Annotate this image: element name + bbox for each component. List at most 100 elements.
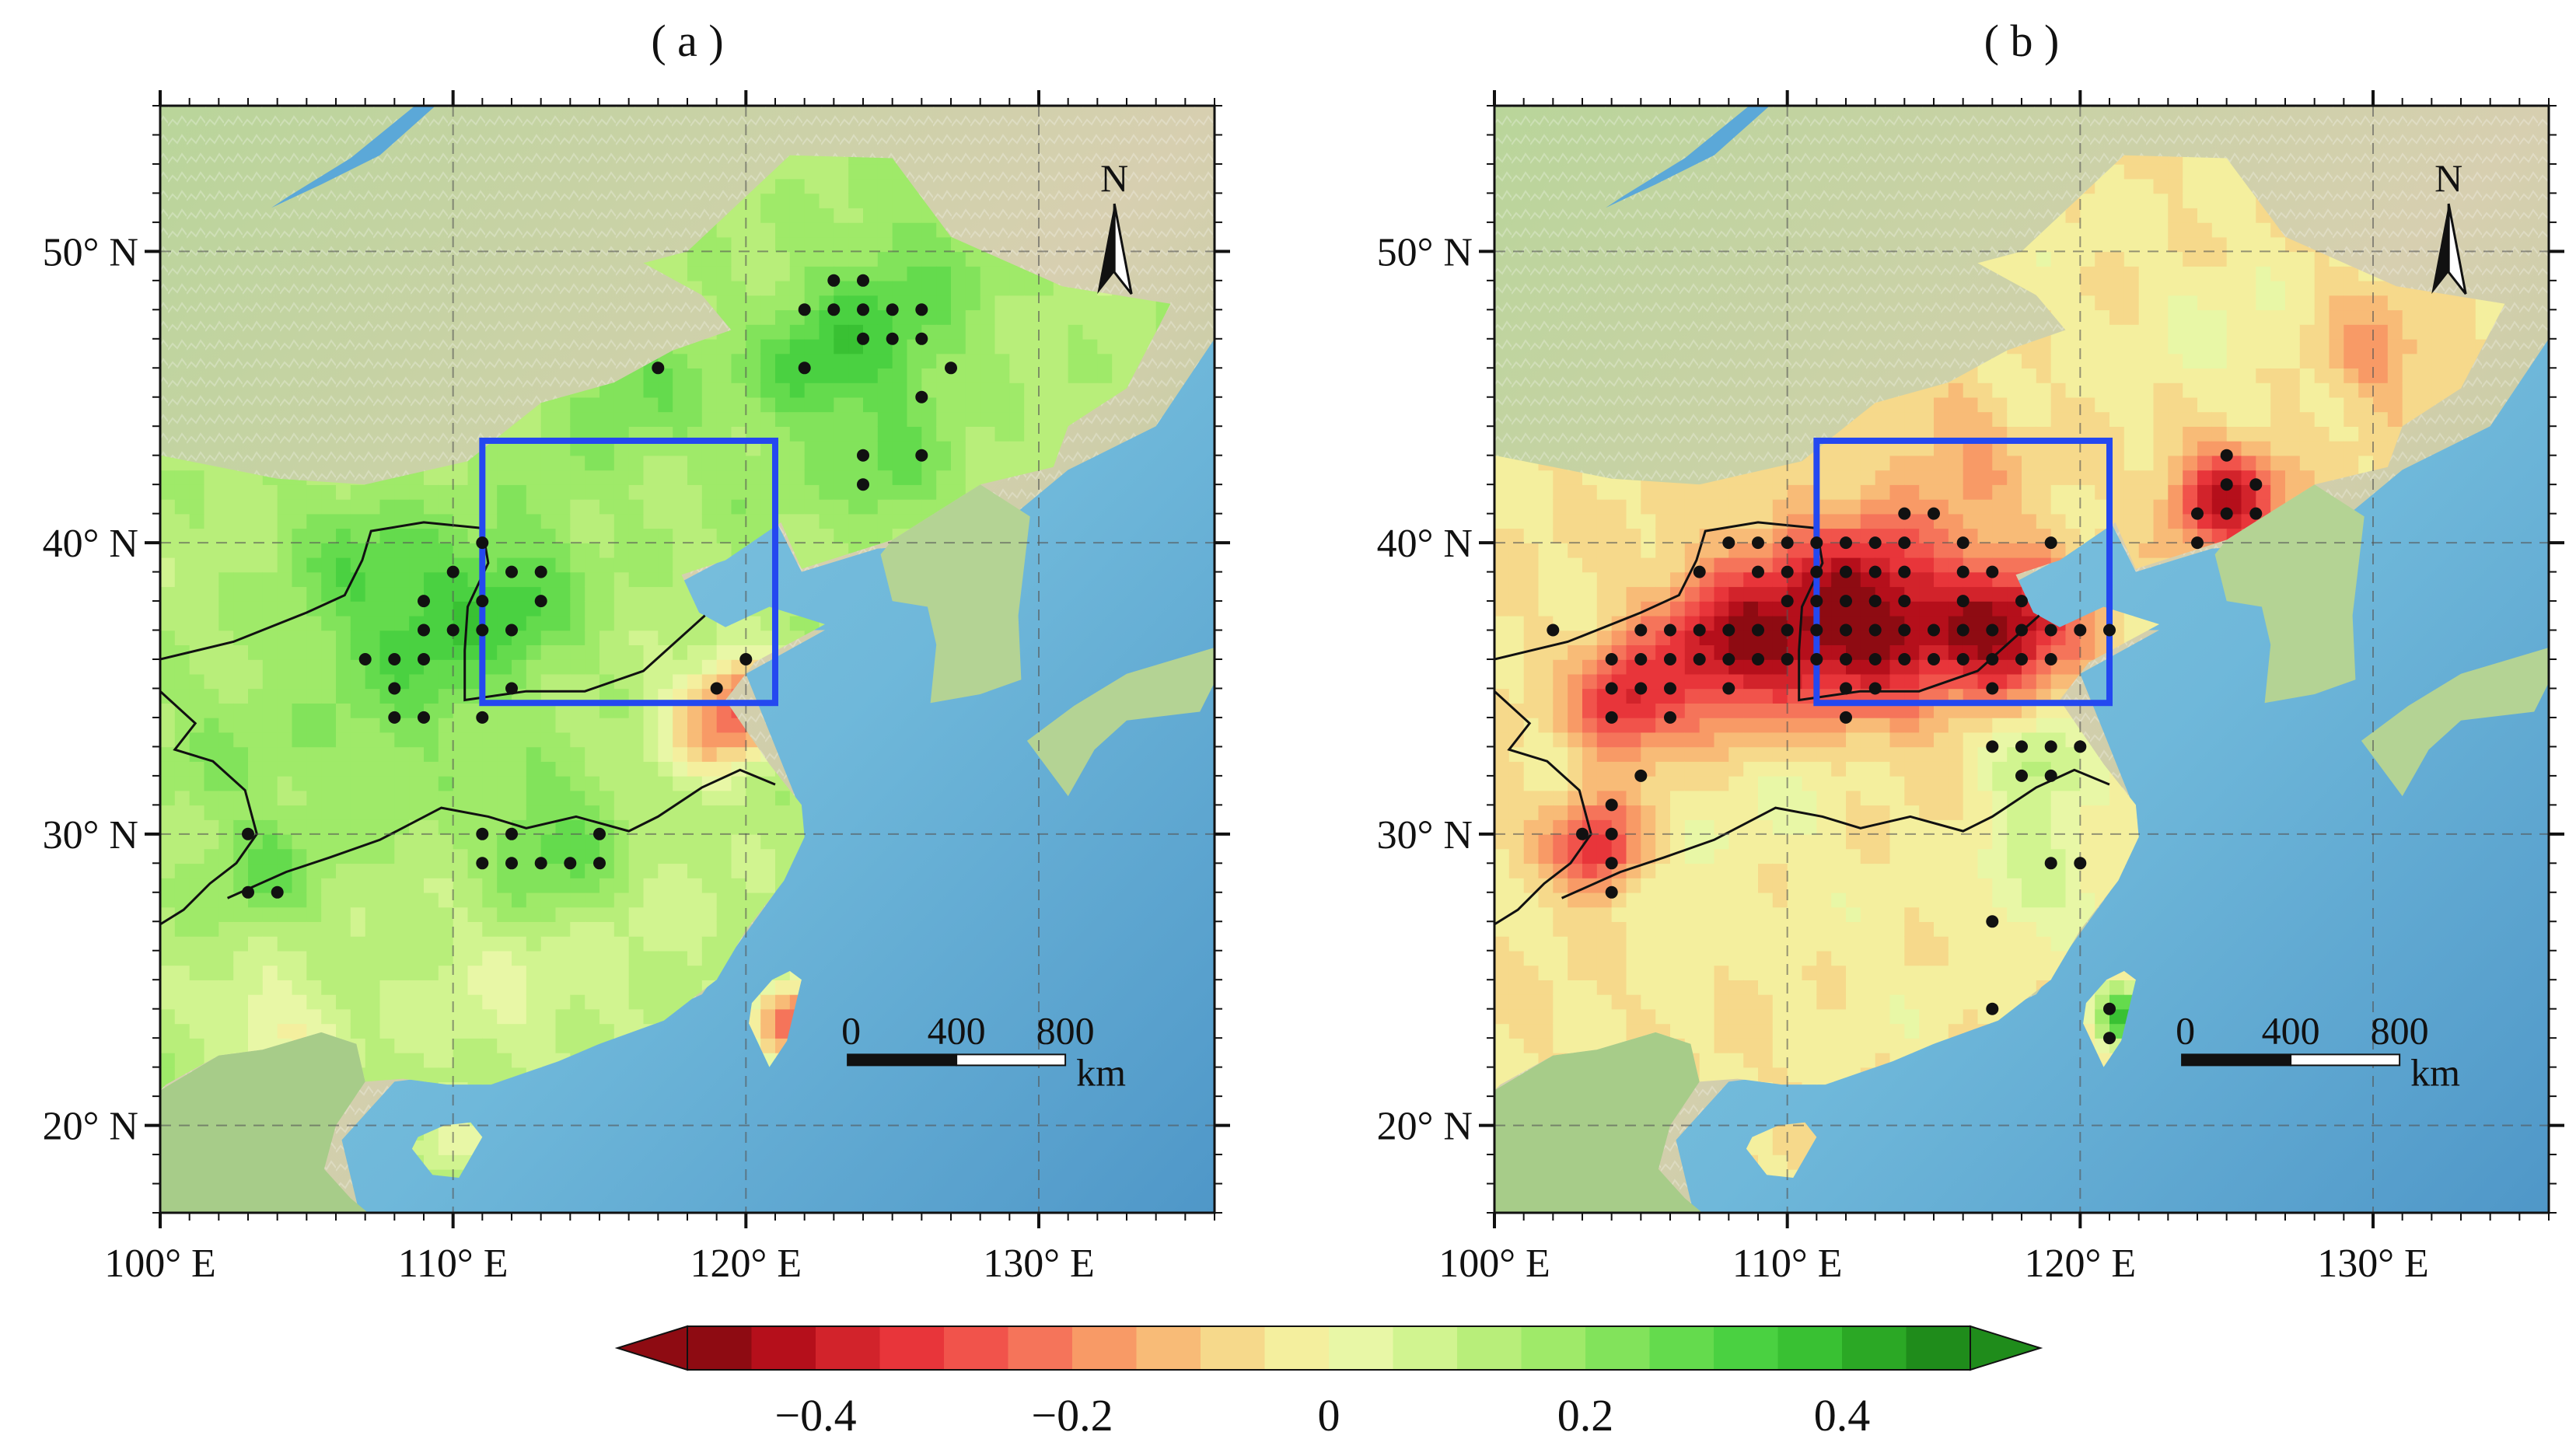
significant-station-dot (534, 565, 547, 578)
significant-station-dot (827, 303, 841, 316)
significant-station-dot (1986, 623, 1999, 637)
significant-station-dot (1605, 798, 1618, 812)
y-tick-label: 30° N (43, 813, 138, 857)
significant-station-dot (710, 682, 723, 695)
significant-station-dot (2191, 507, 2204, 520)
x-tick-label: 120° E (690, 1242, 802, 1286)
significant-station-dot (505, 565, 518, 578)
significant-station-dot (593, 827, 606, 840)
significant-station-dot (1868, 595, 1882, 608)
significant-station-dot (2015, 623, 2028, 637)
colorbar-swatch (1906, 1326, 1971, 1370)
significant-station-dot (2015, 769, 2028, 782)
significant-station-dot (2103, 1032, 2116, 1045)
significant-station-dot (1986, 653, 1999, 665)
y-tick-label: 50° N (1377, 230, 1473, 274)
significant-station-dot (1956, 536, 1970, 550)
y-tick-label: 40° N (1377, 522, 1473, 566)
colorbar-frame (687, 1325, 1971, 1371)
colorbar-tick-label: −0.2 (1031, 1390, 1113, 1439)
significant-station-dot (271, 885, 284, 899)
significant-station-dot (2249, 478, 2263, 491)
significant-station-dot (446, 623, 460, 637)
north-arrow-icon (1097, 204, 1115, 295)
y-tick-label: 40° N (43, 522, 138, 566)
japan-land (2361, 648, 2549, 797)
significant-station-dot (2074, 623, 2087, 637)
japan-land (1026, 648, 1215, 797)
significant-station-dot (1605, 711, 1618, 724)
significant-station-dot (1781, 653, 1794, 665)
significant-station-dot (1693, 565, 1706, 578)
significant-station-dot (388, 653, 401, 665)
significant-station-dot (1576, 827, 1589, 840)
significant-station-dot (2074, 740, 2087, 753)
significant-station-dot (1986, 740, 1999, 753)
colorbar-swatch (1585, 1326, 1650, 1370)
significant-station-dot (798, 361, 811, 375)
significant-station-dot (534, 595, 547, 608)
north-arrow-label: N (2434, 156, 2462, 200)
significant-station-dot (1781, 595, 1794, 608)
significant-station-dot (1722, 536, 1735, 550)
significant-station-dot (1781, 536, 1794, 550)
significant-station-dot (2220, 478, 2233, 491)
yangtze-river (226, 768, 776, 899)
korea-land (880, 484, 1030, 704)
significant-station-dot (1898, 507, 1911, 520)
significant-station-dot (739, 653, 753, 665)
significant-station-dot (1547, 623, 1560, 637)
significant-station-dot (446, 565, 460, 578)
panel-label-b: ( b ) (1984, 16, 2060, 66)
yangtze-river (1561, 768, 2110, 899)
north-arrow-icon (2447, 203, 2467, 295)
x-tick-label: 130° E (2317, 1242, 2429, 1286)
significant-station-dot (1868, 682, 1882, 695)
significant-station-dot (1928, 507, 1940, 520)
significant-station-dot (1634, 653, 1648, 665)
significant-station-dot (2015, 653, 2028, 665)
colorbar-tick-label: 0 (1318, 1390, 1340, 1439)
significant-station-dot (1605, 653, 1618, 665)
scale-bar-tick: 0 (841, 1008, 861, 1052)
yangtze-upper (160, 690, 258, 926)
significant-station-dot (505, 857, 518, 870)
indochina-land (160, 1032, 369, 1213)
significant-station-dot (2191, 536, 2204, 550)
significant-station-dot (2044, 769, 2057, 782)
significant-station-dot (1693, 623, 1706, 637)
significant-station-dot (1956, 565, 1970, 578)
north-arrow-icon (2431, 204, 2449, 295)
significant-station-dot (827, 274, 841, 287)
x-tick-label: 110° E (398, 1242, 509, 1286)
colorbar-tick-label: −0.4 (774, 1390, 856, 1439)
significant-station-dot (886, 303, 899, 316)
colorbar-swatch (1393, 1326, 1458, 1370)
significant-station-dot (1810, 595, 1823, 608)
significant-station-dot (1752, 653, 1764, 665)
significant-station-dot (1840, 711, 1852, 724)
colorbar: −0.4 −0.2 0 0.2 0.4 (614, 1325, 2043, 1439)
significant-station-dot (2103, 1002, 2116, 1015)
significant-station-dot (1868, 536, 1882, 550)
significant-station-dot (1722, 623, 1735, 637)
significant-station-dot (1693, 653, 1706, 665)
significant-station-dot (1664, 623, 1676, 637)
y-tick-label: 20° N (43, 1105, 138, 1149)
significant-station-dot (1840, 565, 1852, 578)
significant-station-dot (1956, 623, 1970, 637)
significant-station-dot (915, 303, 928, 316)
scale-bar-tick: 800 (1036, 1008, 1095, 1052)
scale-bar-white-segment (2290, 1053, 2401, 1067)
significant-station-dot (1664, 711, 1676, 724)
significant-station-dot (1868, 653, 1882, 665)
significant-station-dot (1810, 536, 1823, 550)
significant-station-dot (1605, 885, 1618, 899)
significant-station-dot (1956, 653, 1970, 665)
significant-station-dot (1810, 623, 1823, 637)
significant-station-dot (505, 682, 518, 695)
scale-bar-black-segment (2181, 1053, 2292, 1067)
scale-bar-tick: 400 (2262, 1008, 2320, 1052)
